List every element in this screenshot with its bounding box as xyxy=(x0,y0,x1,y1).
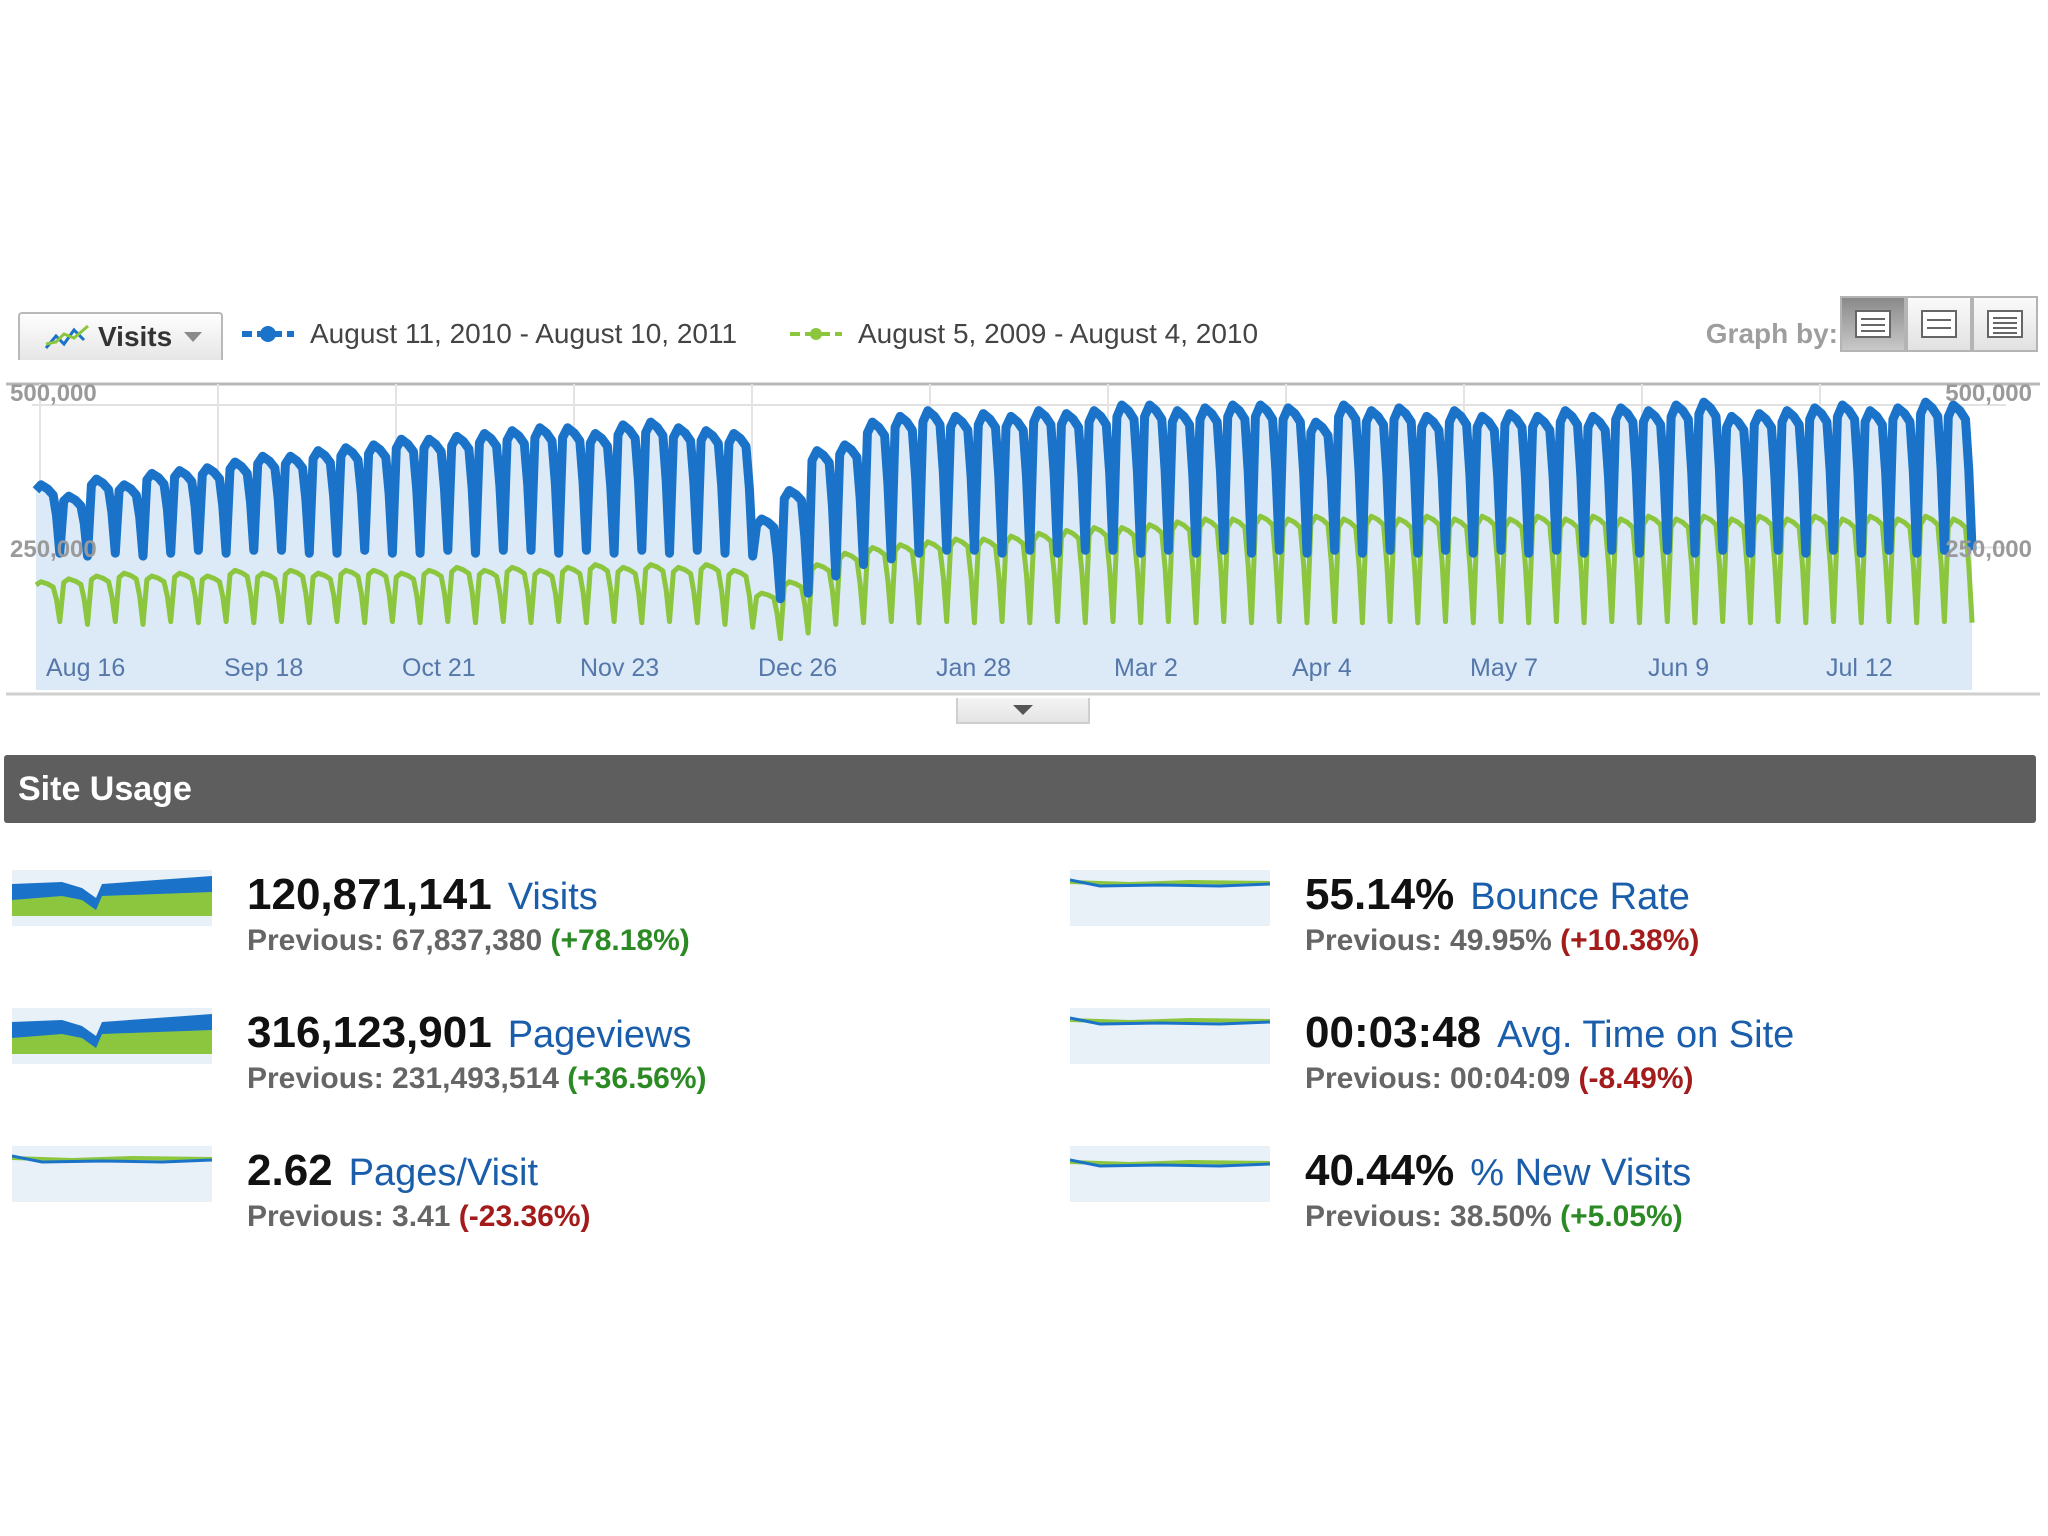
stat-metric-link[interactable]: Pageviews xyxy=(507,1014,692,1056)
stat-change-percent: (+10.38%) xyxy=(1560,924,1700,957)
chevron-down-icon xyxy=(1013,705,1033,715)
x-tick-label: May 7 xyxy=(1470,654,1539,682)
graph-by-month-button[interactable] xyxy=(1972,296,2038,352)
stat-bounce-rate: 55.14% Bounce Rate Previous: 49.95% (+10.3… xyxy=(1070,870,1970,980)
legend-current-period: August 11, 2010 - August 10, 2011 xyxy=(240,318,737,350)
stat-metric-link[interactable]: Bounce Rate xyxy=(1470,876,1690,918)
x-tick-label: Oct 21 xyxy=(402,654,476,682)
y-tick-left-top: 500,000 xyxy=(10,380,97,407)
stat-comparison: Previous: 67,837,380 (+78.18%) xyxy=(247,924,690,958)
metric-dropdown-label: Visits xyxy=(98,321,173,352)
line-chart-icon xyxy=(44,324,89,349)
stat-value: 316,123,901 xyxy=(247,1008,492,1057)
x-tick-label: Jun 9 xyxy=(1648,654,1710,682)
x-tick-label: Jul 12 xyxy=(1826,654,1893,682)
sparkline-avg-time-on-site[interactable] xyxy=(1070,1008,1270,1064)
visits-chart[interactable]: 500,000 250,000 500,000 250,000 Aug 16 Se… xyxy=(6,360,2040,724)
stat-comparison: Previous: 38.50% (+5.05%) xyxy=(1305,1200,1683,1234)
sparkline-new-visits[interactable] xyxy=(1070,1146,1270,1202)
graph-by-day-button[interactable] xyxy=(1840,296,1906,352)
stat-comparison: Previous: 3.41 (-23.36%) xyxy=(247,1200,591,1234)
stat-previous-value: Previous: 231,493,514 xyxy=(247,1062,559,1095)
week-view-icon xyxy=(1921,310,1957,338)
site-usage-header: Site Usage xyxy=(4,755,2036,823)
chart-toolbar: Visits August 11, 2010 - August 10, 2011… xyxy=(18,296,2038,360)
stat-comparison: Previous: 00:04:09 (-8.49%) xyxy=(1305,1062,1694,1096)
stat-headline: 120,871,141 Visits xyxy=(247,870,598,920)
stat-comparison: Previous: 49.95% (+10.38%) xyxy=(1305,924,1699,958)
x-tick-label: Aug 16 xyxy=(46,654,126,682)
graph-by-label: Graph by: xyxy=(1705,318,1838,349)
legend-current-label: August 11, 2010 - August 10, 2011 xyxy=(310,318,738,349)
stat-comparison: Previous: 231,493,514 (+36.56%) xyxy=(247,1062,706,1096)
stat-previous-value: Previous: 49.95% xyxy=(1305,924,1552,957)
y-tick-right-top: 500,000 xyxy=(1945,380,2032,407)
series-line-current xyxy=(32,397,1977,604)
sparkline-pageviews[interactable] xyxy=(12,1008,212,1064)
day-view-icon xyxy=(1855,310,1891,338)
stat-metric-link[interactable]: Pages/Visit xyxy=(348,1152,539,1194)
stat-value: 40.44% xyxy=(1305,1146,1455,1195)
legend-previous-period: August 5, 2009 - August 4, 2010 xyxy=(788,318,1258,350)
stat-visits: 120,871,141 Visits Previous: 67,837,380 (+… xyxy=(12,870,912,980)
visits-chart-svg xyxy=(6,382,2040,696)
stat-pages-per-visit: 2.62 Pages/Visit Previous: 3.41 (-23.36%) xyxy=(12,1146,912,1256)
y-tick-left-mid: 250,000 xyxy=(10,536,97,563)
chevron-down-icon xyxy=(184,332,203,342)
stat-change-percent: (+36.56%) xyxy=(567,1062,707,1095)
legend-blue-marker-icon xyxy=(242,326,294,342)
y-tick-right-mid: 250,000 xyxy=(1945,536,2032,563)
collapse-chart-button[interactable] xyxy=(956,698,1090,724)
stat-change-percent: (+78.18%) xyxy=(550,924,690,957)
stat-headline: 2.62 Pages/Visit xyxy=(247,1146,538,1196)
stat-metric-link[interactable]: Avg. Time on Site xyxy=(1497,1014,1795,1056)
sparkline-bounce-rate[interactable] xyxy=(1070,870,1270,926)
stat-headline: 40.44% % New Visits xyxy=(1305,1146,1691,1196)
stat-metric-link[interactable]: Visits xyxy=(507,876,598,918)
stat-change-percent: (-8.49%) xyxy=(1578,1062,1694,1095)
x-tick-label: Jan 28 xyxy=(936,654,1012,682)
sparkline-pages-per-visit[interactable] xyxy=(12,1146,212,1202)
x-tick-label: Dec 26 xyxy=(758,654,838,682)
stat-pageviews: 316,123,901 Pageviews Previous: 231,493,51… xyxy=(12,1008,912,1118)
stat-previous-value: Previous: 38.50% xyxy=(1305,1200,1552,1233)
x-tick-label: Nov 23 xyxy=(580,654,660,682)
stat-previous-value: Previous: 67,837,380 xyxy=(247,924,543,957)
legend-previous-label: August 5, 2009 - August 4, 2010 xyxy=(858,318,1259,349)
legend-green-marker-icon xyxy=(790,328,842,340)
stat-value: 55.14% xyxy=(1305,870,1455,919)
stat-previous-value: Previous: 00:04:09 xyxy=(1305,1062,1571,1095)
stat-change-percent: (-23.36%) xyxy=(458,1200,591,1233)
stat-new-visits: 40.44% % New Visits Previous: 38.50% (+5.0… xyxy=(1070,1146,1970,1256)
stat-metric-link[interactable]: % New Visits xyxy=(1470,1152,1692,1194)
stat-previous-value: Previous: 3.41 xyxy=(247,1200,451,1233)
graph-by-week-button[interactable] xyxy=(1906,296,1972,352)
x-tick-label: Apr 4 xyxy=(1292,654,1352,682)
series-line-previous xyxy=(34,513,1975,642)
stat-value: 120,871,141 xyxy=(247,870,492,919)
stat-change-percent: (+5.05%) xyxy=(1560,1200,1683,1233)
sparkline-visits[interactable] xyxy=(12,870,212,926)
metric-dropdown[interactable]: Visits xyxy=(18,312,223,360)
stat-headline: 316,123,901 Pageviews xyxy=(247,1008,691,1058)
x-tick-label: Sep 18 xyxy=(224,654,304,682)
x-tick-label: Mar 2 xyxy=(1114,654,1178,682)
stat-value: 00:03:48 xyxy=(1305,1008,1482,1057)
stat-avg-time-on-site: 00:03:48 Avg. Time on Site Previous: 00:04… xyxy=(1070,1008,1970,1118)
month-view-icon xyxy=(1987,310,2023,338)
stat-headline: 55.14% Bounce Rate xyxy=(1305,870,1690,920)
stat-headline: 00:03:48 Avg. Time on Site xyxy=(1305,1008,1794,1058)
stat-value: 2.62 xyxy=(247,1146,333,1195)
